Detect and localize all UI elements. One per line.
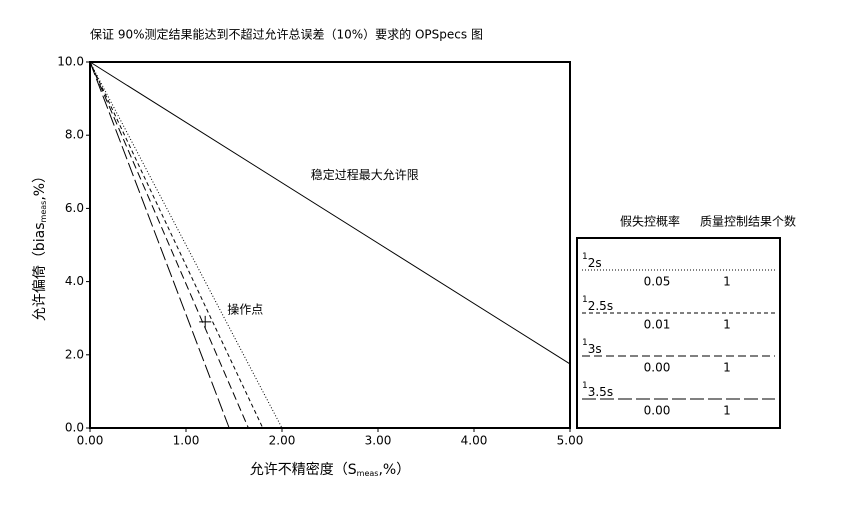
legend-pfr: 0.05 xyxy=(644,275,671,289)
y-label-part: meas xyxy=(39,201,48,223)
line xyxy=(89,61,230,429)
y-tick-label: 6.0 xyxy=(65,201,84,215)
x-label-part: ,%） xyxy=(378,462,410,478)
legend-name: 1 xyxy=(582,252,588,262)
legend-header: 假失控概率 xyxy=(620,214,680,229)
legend-pfr: 0.00 xyxy=(644,361,671,375)
y-tick-label: 8.0 xyxy=(65,128,84,142)
y-tick-label: 2.0 xyxy=(65,347,84,361)
legend-name-sub: 3s xyxy=(588,342,602,356)
legend-name-sub: 3.5s xyxy=(588,385,613,399)
chart-title: 保证 90%测定结果能达到不超过允许总误差（10%）要求的 OPSpecs 图 xyxy=(90,27,483,42)
line xyxy=(89,61,264,429)
legend-label: 13s xyxy=(582,338,602,356)
x-label-part: 允许不精密度（S xyxy=(250,461,357,478)
x-tick-label: 3.00 xyxy=(365,434,392,448)
legend-n: 1 xyxy=(723,361,731,375)
line xyxy=(89,61,571,365)
legend-label: 12s xyxy=(582,252,602,270)
x-tick-label: 1.00 xyxy=(173,434,200,448)
legend-label: 12.5s xyxy=(582,295,613,313)
y-label-part: 允许偏倚（bias xyxy=(32,222,48,321)
legend-name: 1 xyxy=(582,295,588,305)
annotation: 稳定过程最大允许限 xyxy=(311,167,419,182)
legend-n: 1 xyxy=(723,275,731,289)
legend-pfr: 0.01 xyxy=(644,318,671,332)
y-label-part: ,%） xyxy=(32,169,48,201)
legend-name-sub: 2.5s xyxy=(588,299,613,313)
x-tick-label: 2.00 xyxy=(269,434,296,448)
plot-frame xyxy=(89,61,571,429)
y-tick-label: 4.0 xyxy=(65,274,84,288)
op-label: 操作点 xyxy=(227,301,263,316)
x-tick-label: 5.00 xyxy=(557,434,584,448)
legend-name: 1 xyxy=(582,381,588,391)
legend-n: 1 xyxy=(723,318,731,332)
legend-header: 质量控制结果个数 xyxy=(700,214,796,229)
x-label: 允许不精密度（Smeas,%） xyxy=(250,461,410,478)
x-label-part: meas xyxy=(357,469,379,478)
legend-n: 1 xyxy=(723,404,731,418)
x-tick-label: 4.00 xyxy=(461,434,488,448)
legend-box xyxy=(576,237,781,429)
legend-name: 1 xyxy=(582,338,588,348)
line xyxy=(89,61,249,429)
legend-pfr: 0.00 xyxy=(644,404,671,418)
y-label: 允许偏倚（biasmeas,%） xyxy=(32,169,48,321)
operating-point xyxy=(199,315,212,328)
legend-name-sub: 2s xyxy=(588,256,602,270)
legend-label: 13.5s xyxy=(582,381,613,399)
x-tick-label: 0.00 xyxy=(77,434,104,448)
y-tick-label: 10.0 xyxy=(57,55,84,69)
y-tick-label: 0.0 xyxy=(65,421,84,435)
